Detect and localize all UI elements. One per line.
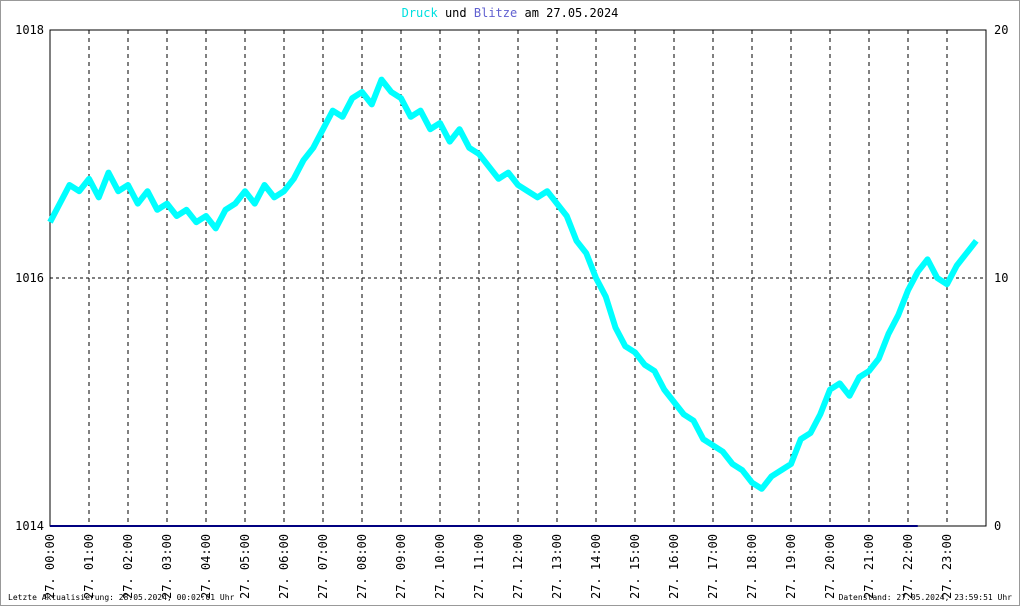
x-tick-label: 27. 08:00 [355, 534, 369, 599]
x-tick-label: 27. 07:00 [316, 534, 330, 599]
x-tick-label: 27. 11:00 [472, 534, 486, 599]
x-tick-label: 27. 15:00 [628, 534, 642, 599]
title-join: und [445, 6, 467, 20]
title-druck: Druck [402, 6, 439, 20]
title-date: am 27.05.2024 [524, 6, 618, 20]
series-line [47, 76, 979, 492]
x-tick-label: 27. 21:00 [862, 534, 876, 599]
footer-left: Letzte Aktualisierung: 28.05.2024, 00:02… [8, 593, 235, 602]
x-tick-label: 27. 10:00 [433, 534, 447, 599]
x-tick-label: 27. 17:00 [706, 534, 720, 599]
x-tick-label: 27. 23:00 [940, 534, 954, 599]
x-tick-label: 27. 02:00 [121, 534, 135, 599]
x-tick-label: 27. 06:00 [277, 534, 291, 599]
x-tick-label: 27. 18:00 [745, 534, 759, 599]
chart-title: Druck und Blitze am 27.05.2024 [402, 6, 619, 20]
x-tick-label: 27. 20:00 [823, 534, 837, 599]
x-tick-label: 27. 16:00 [667, 534, 681, 599]
x-tick-label: 27. 09:00 [394, 534, 408, 599]
x-tick-label: 27. 01:00 [82, 534, 96, 599]
x-tick-label: 27. 19:00 [784, 534, 798, 599]
x-tick-label: 27. 12:00 [511, 534, 525, 599]
y2-tick-label: 20 [994, 23, 1008, 37]
y-tick-label: 1018 [15, 23, 44, 37]
x-tick-label: 27. 14:00 [589, 534, 603, 599]
x-tick-label: 27. 05:00 [238, 534, 252, 599]
x-tick-label: 27. 13:00 [550, 534, 564, 599]
x-tick-label: 27. 03:00 [160, 534, 174, 599]
x-tick-label: 27. 04:00 [199, 534, 213, 599]
title-blitze: Blitze [474, 6, 517, 20]
y2-tick-label: 0 [994, 519, 1001, 533]
x-tick-label: 27. 00:00 [43, 534, 57, 599]
y2-tick-label: 10 [994, 271, 1008, 285]
y-tick-label: 1016 [15, 271, 44, 285]
footer-right: Datenstand: 27.05.2024, 23:59:51 Uhr [839, 593, 1013, 602]
y-tick-label: 1014 [15, 519, 44, 533]
x-tick-label: 27. 22:00 [901, 534, 915, 599]
